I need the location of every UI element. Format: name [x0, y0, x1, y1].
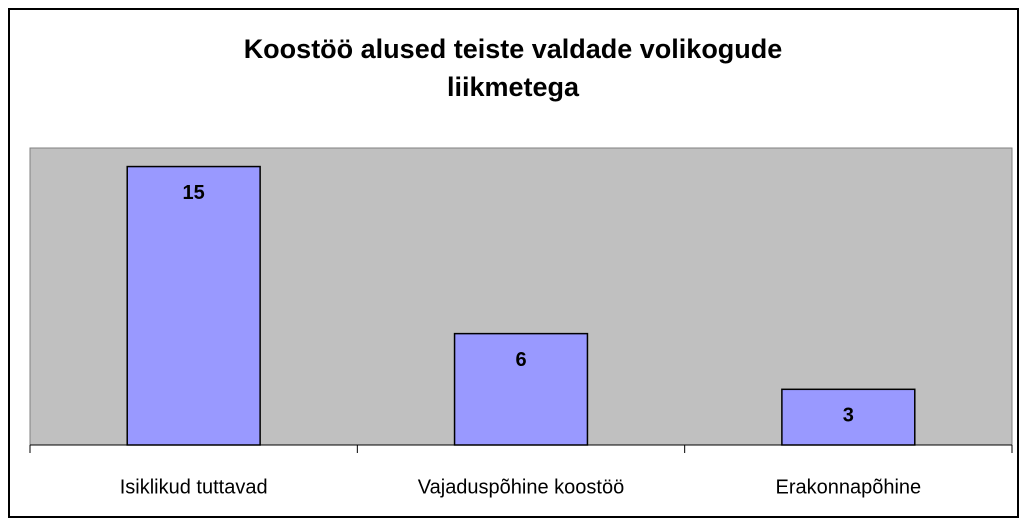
data-label: 3: [843, 405, 854, 427]
bar: [453, 332, 589, 446]
bar: [126, 165, 261, 446]
x-tick-label: Isiklikud tuttavad: [120, 476, 268, 498]
chart-title: Koostöö alused teiste valdade volikogude…: [243, 34, 783, 102]
x-tick-label: Erakonnapõhine: [775, 476, 921, 498]
data-label: 15: [183, 182, 205, 204]
bar: [781, 388, 916, 446]
x-tick-label: Vajaduspõhine koostöö: [418, 476, 624, 498]
data-label: 6: [515, 349, 526, 371]
